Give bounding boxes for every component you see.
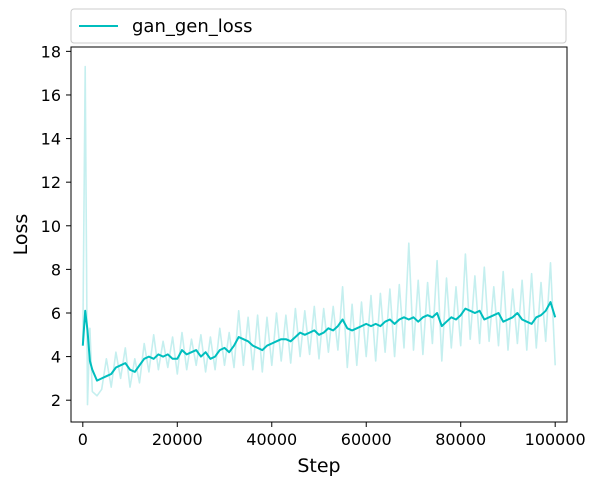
y-tick-label: 8: [51, 260, 61, 279]
y-axis-ticks: 2 4 6 8 10 12 14 16 18: [41, 42, 71, 410]
series-line-gan-gen-loss: [81, 301, 557, 382]
y-tick-label: 2: [51, 391, 61, 410]
x-tick-label: 80000: [435, 430, 486, 449]
y-tick-label: 14: [41, 130, 61, 149]
legend-box: [70, 8, 567, 44]
y-tick-label: 16: [41, 86, 61, 105]
y-tick-label: 10: [41, 217, 61, 236]
x-tick-label: 60000: [341, 430, 392, 449]
y-tick-label: 4: [51, 348, 61, 367]
x-tick-label: 100000: [525, 430, 586, 449]
series-line-gan-gen-loss-raw: [82, 65, 556, 406]
x-tick-label: 20000: [152, 430, 203, 449]
legend: gan_gen_loss: [70, 8, 567, 44]
y-axis-title: Loss: [10, 214, 32, 256]
plot-frame: [70, 46, 568, 423]
raw-loss-layer: [82, 65, 556, 406]
smoothed-loss-layer: [81, 301, 557, 382]
x-axis-ticks: 0 20000 40000 60000 80000 100000: [78, 422, 586, 449]
y-tick-label: 6: [51, 304, 61, 323]
x-tick-label: 0: [78, 430, 88, 449]
y-tick-label: 18: [41, 42, 61, 61]
legend-label-gan-gen-loss: gan_gen_loss: [132, 16, 253, 37]
x-axis-title: Step: [297, 455, 340, 477]
y-tick-label: 12: [41, 173, 61, 192]
x-tick-label: 40000: [246, 430, 297, 449]
